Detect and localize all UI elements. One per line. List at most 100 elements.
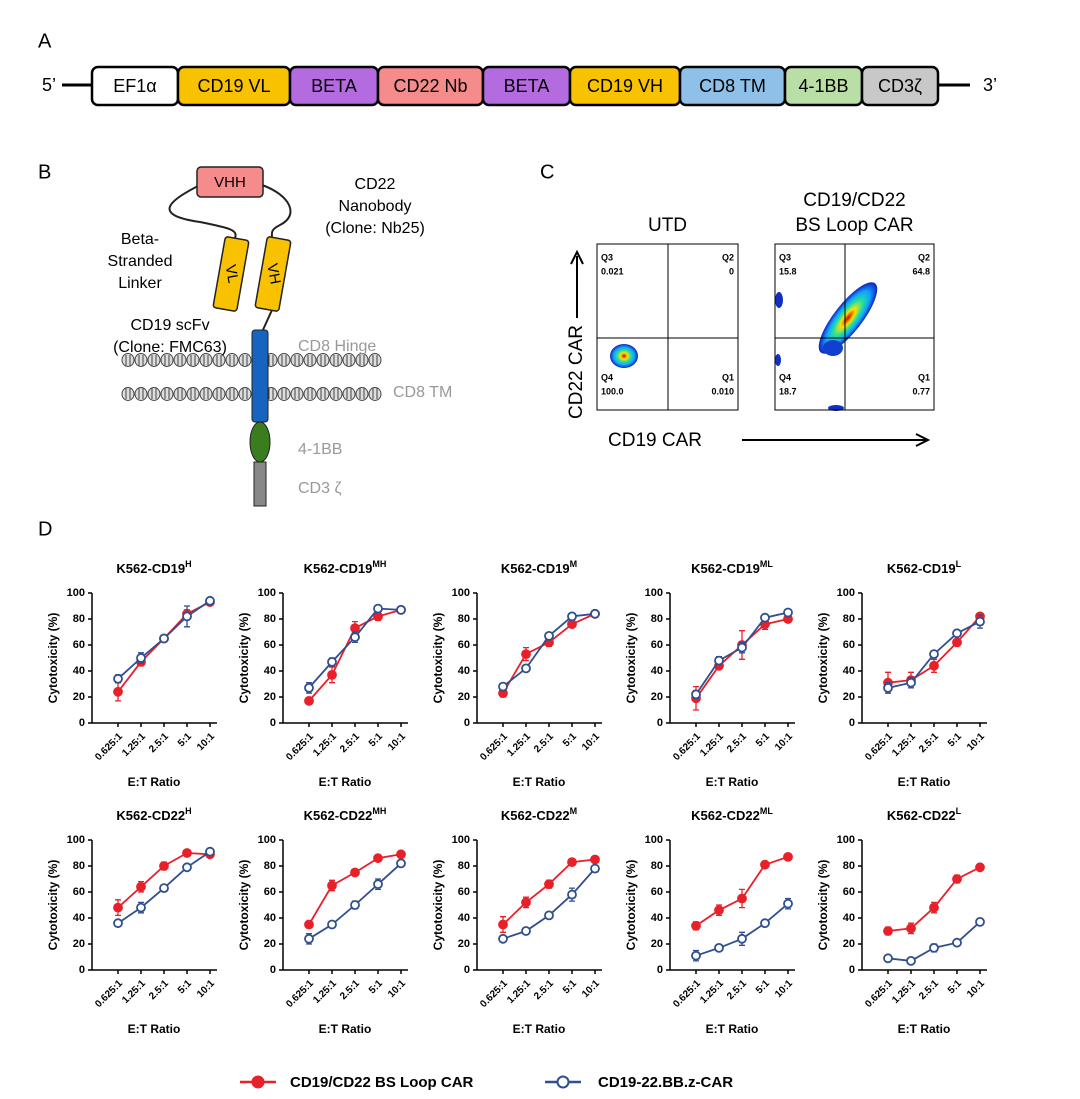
point — [760, 612, 770, 623]
y-tick-label: 40 — [458, 665, 470, 677]
costim — [249, 421, 271, 463]
diagram-label: (Clone: FMC63) — [113, 339, 227, 356]
title-main: K562-CD22 — [116, 808, 185, 823]
x-tick-label: 0.625:1 — [671, 731, 703, 763]
y-tick-label: 60 — [843, 639, 855, 651]
lipid-head — [368, 387, 382, 401]
x-tick-label: 5:1 — [754, 731, 772, 749]
y-tick-label: 20 — [843, 691, 855, 703]
lipid-head — [173, 387, 187, 401]
y-tick-label: 20 — [458, 691, 470, 703]
legend-marker — [556, 1075, 570, 1089]
x-axis-label: E:T Ratio — [513, 775, 566, 789]
point — [136, 881, 146, 892]
y-axis-label: Cytotoxicity (%) — [46, 860, 60, 951]
point — [304, 933, 314, 944]
y-tick-label: 40 — [264, 912, 276, 924]
y-axis-label: Cytotoxicity (%) — [46, 613, 60, 704]
diagram-label: CD3 ζ — [298, 480, 342, 497]
x-tick-label: 0.625:1 — [671, 978, 703, 1010]
lipid-head — [290, 353, 304, 367]
title-sup: M — [570, 806, 578, 816]
point — [567, 857, 577, 867]
lipid-head — [121, 353, 135, 367]
legend-label: CD19/CD22 BS Loop CAR — [290, 1074, 474, 1091]
x-tick-label: 0.625:1 — [478, 978, 510, 1010]
y-tick-label: 60 — [458, 886, 470, 898]
point — [590, 608, 600, 619]
point — [327, 657, 337, 667]
chart: K562-CD19MH 0 20 40 60 80 100 0.625:11.25:1 2.5:… — [237, 559, 408, 789]
lipid-head — [225, 353, 239, 367]
lipid-tail — [216, 355, 222, 366]
point — [883, 683, 893, 693]
point — [136, 902, 146, 913]
x-tick-label: 10:1 — [965, 978, 987, 1000]
segment-label: CD22 Nb — [393, 76, 467, 96]
x-tick-label: 5:1 — [946, 731, 964, 749]
point — [350, 900, 360, 910]
lipid-tail — [359, 355, 365, 366]
lipid-tail — [372, 388, 378, 399]
lipid-head — [186, 353, 200, 367]
lipid-tail — [229, 355, 235, 366]
legend-label: CD19-22.BB.z-CAR — [598, 1074, 733, 1091]
flow-title: CD19/CD22 — [803, 190, 905, 211]
title-sup: MH — [372, 806, 386, 816]
lipid-head — [329, 387, 343, 401]
lipid-tail — [268, 355, 274, 366]
lipid-head — [342, 387, 356, 401]
point — [906, 923, 916, 934]
y-tick-label: 100 — [837, 587, 855, 599]
y-tick-label: 0 — [79, 717, 85, 729]
point — [373, 603, 383, 614]
diagram-label: Nanobody — [339, 198, 412, 215]
lipid-head — [212, 387, 226, 401]
point — [975, 862, 985, 873]
quadrant-name: Q2 — [722, 252, 734, 262]
lipid-tail — [307, 355, 313, 366]
point — [498, 933, 508, 944]
chart: K562-CD19M 0 20 40 60 80 100 0.625:11.25:1 2.5:1… — [431, 559, 602, 789]
diagram-label: CD8 Hinge — [298, 338, 376, 355]
series-line — [502, 868, 596, 940]
y-tick-label: 20 — [73, 938, 85, 950]
quadrant-value: 0 — [729, 266, 734, 276]
lipid-tail — [320, 388, 326, 399]
y-tick-label: 100 — [67, 587, 85, 599]
x-tick-label: 0.625:1 — [478, 731, 510, 763]
lipid-head — [134, 387, 148, 401]
lipid-tail — [216, 388, 222, 399]
lipid-tail — [242, 388, 248, 399]
quadrant-name: Q3 — [601, 252, 613, 262]
y-tick-label: 100 — [452, 587, 470, 599]
lipid-tail — [138, 355, 144, 366]
title-main: K562-CD19 — [887, 561, 956, 576]
y-axis-label: Cytotoxicity (%) — [237, 613, 251, 704]
series-line — [502, 612, 596, 694]
legend-marker — [251, 1075, 265, 1089]
x-tick-label: 2.5:1 — [917, 978, 941, 1002]
flow-box — [774, 243, 935, 411]
lipid-head — [147, 387, 161, 401]
chart: K562-CD19H 0 20 40 60 80 100 0.625:11.25:1 2.5:1… — [46, 559, 217, 789]
point — [304, 696, 314, 706]
lipid-tail — [346, 355, 352, 366]
x-axis-label: E:T Ratio — [706, 1022, 759, 1036]
point — [327, 880, 337, 891]
segment-label: CD19 VH — [587, 76, 663, 96]
x-tick-label: 2.5:1 — [147, 978, 171, 1002]
point — [883, 926, 893, 936]
tm — [251, 329, 269, 423]
y-tick-label: 0 — [464, 717, 470, 729]
lipid-head — [316, 387, 330, 401]
diagram-label: CD22 — [355, 176, 396, 193]
point — [396, 858, 406, 869]
segment-label: CD19 VL — [197, 76, 270, 96]
arrow — [742, 433, 931, 447]
point — [544, 879, 554, 890]
chart: K562-CD22H 0 20 40 60 80 100 0.625:11.25:1 2.5:1… — [46, 806, 217, 1036]
lipid-head — [160, 387, 174, 401]
lipid-tail — [333, 388, 339, 399]
x-tick-label: 0.625:1 — [284, 978, 316, 1010]
